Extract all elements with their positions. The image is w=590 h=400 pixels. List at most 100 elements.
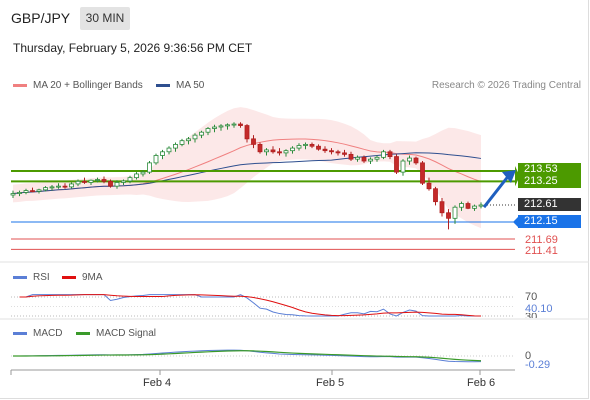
candle-body [205, 128, 211, 133]
x-tick-feb6: Feb 6 [467, 377, 496, 389]
legend-ma50: MA 50 [156, 80, 204, 91]
candle-body [277, 151, 282, 154]
candle-body [56, 185, 61, 188]
candle-body [69, 183, 74, 188]
candle-body [212, 126, 217, 129]
candle-body [179, 140, 185, 145]
ma20-legend-label: MA 20 + Bollinger Bands [33, 80, 143, 91]
candle-body [316, 145, 321, 150]
candle-body [342, 152, 347, 155]
candle-body [43, 187, 48, 191]
last-price-box: 212.61 [518, 198, 581, 211]
candle-body [251, 138, 256, 145]
macd-signal-swatch [76, 332, 90, 335]
rsi-ma-line [19, 294, 482, 317]
candle-body [290, 147, 295, 152]
candle-body [264, 149, 269, 153]
macd-swatch [13, 332, 27, 335]
support-s2-label: 211.41 [525, 245, 558, 257]
level-r2-box: 213.53 [518, 163, 581, 176]
chart-datetime: Thursday, February 5, 2026 9:36:56 PM CE… [13, 41, 253, 55]
candle-body [160, 151, 165, 156]
candle-body [199, 131, 204, 136]
candle-body [140, 171, 146, 175]
rsi-ma-legend-label: 9MA [82, 272, 103, 283]
x-tick-feb4: Feb 4 [143, 377, 172, 389]
candle-body [322, 148, 328, 152]
x-tick-feb5: Feb 5 [316, 377, 345, 389]
candle-body [413, 157, 419, 164]
candle-body [30, 190, 35, 192]
candle-body [192, 134, 198, 140]
candle-body [10, 193, 16, 196]
candle-body [309, 143, 315, 147]
candle-body [17, 192, 22, 194]
rsi-legend-label: RSI [33, 272, 50, 283]
candle-body [82, 180, 87, 183]
candle-body [270, 149, 276, 153]
macd-value-label: -0.29 [525, 359, 551, 371]
candle-body [225, 124, 230, 127]
currency-pair-title: GBP/JPY [11, 10, 71, 26]
candle-body [472, 205, 477, 209]
macd-zero-label: 0 [525, 350, 532, 362]
rsi-lower-label: 30 [525, 313, 537, 318]
candle-body [153, 155, 159, 164]
ma50-legend-label: MA 50 [176, 80, 205, 91]
legend-macd-signal: MACD Signal [76, 328, 156, 339]
candle-body [439, 201, 445, 214]
macd-signal-legend-label: MACD Signal [96, 328, 157, 339]
pivot-box: 212.15 [518, 215, 581, 228]
ma20-swatch [13, 84, 27, 87]
candle-body [478, 204, 484, 207]
macd-legend-label: MACD [33, 328, 63, 339]
candle-body [75, 180, 81, 185]
macd-signal-line [12, 350, 482, 362]
ma50-swatch [156, 84, 170, 87]
legend-rsi: RSI [13, 272, 50, 283]
candle-body [257, 143, 263, 153]
rsi-swatch [13, 276, 27, 279]
candle-body [420, 162, 425, 184]
candle-body [101, 179, 107, 182]
candle-body [36, 189, 42, 192]
candle-body [426, 182, 432, 190]
research-credit: Research © 2026 Trading Central [431, 80, 581, 91]
candle-body [394, 156, 399, 173]
candle-body [296, 145, 302, 149]
candle-body [361, 156, 367, 162]
candle-body [121, 180, 126, 183]
timeframe-button[interactable]: 30 MIN [80, 7, 130, 30]
candle-body [173, 143, 178, 149]
legend-ma20: MA 20 + Bollinger Bands [13, 80, 143, 91]
rsi-upper-label: 70 [525, 291, 538, 303]
forecast-arrow-shaft [482, 173, 512, 209]
legend-rsi-ma: 9MA [62, 272, 103, 283]
candle-body [283, 150, 289, 154]
candle-body [49, 186, 55, 189]
forecast-arrow-head [502, 169, 516, 183]
candle-body [465, 203, 471, 209]
candle-body [335, 151, 341, 154]
candle-body [23, 190, 29, 193]
candle-body [244, 125, 250, 140]
candle-body [355, 156, 360, 160]
level-r1-box: 213.25 [518, 175, 581, 188]
candle-body [166, 147, 172, 153]
candle-body [303, 143, 308, 146]
candle-body [381, 151, 386, 158]
candle-body [452, 206, 458, 219]
candle-body [459, 203, 464, 208]
bollinger-band [13, 107, 481, 229]
candle-body [231, 123, 237, 126]
candle-body [446, 212, 451, 219]
candle-body [108, 180, 113, 187]
ma50-line [12, 152, 482, 195]
candle-body [374, 156, 380, 160]
candle-body [433, 188, 438, 203]
candle-body [134, 173, 139, 179]
candle-body [127, 177, 133, 182]
candle-body [114, 182, 120, 187]
